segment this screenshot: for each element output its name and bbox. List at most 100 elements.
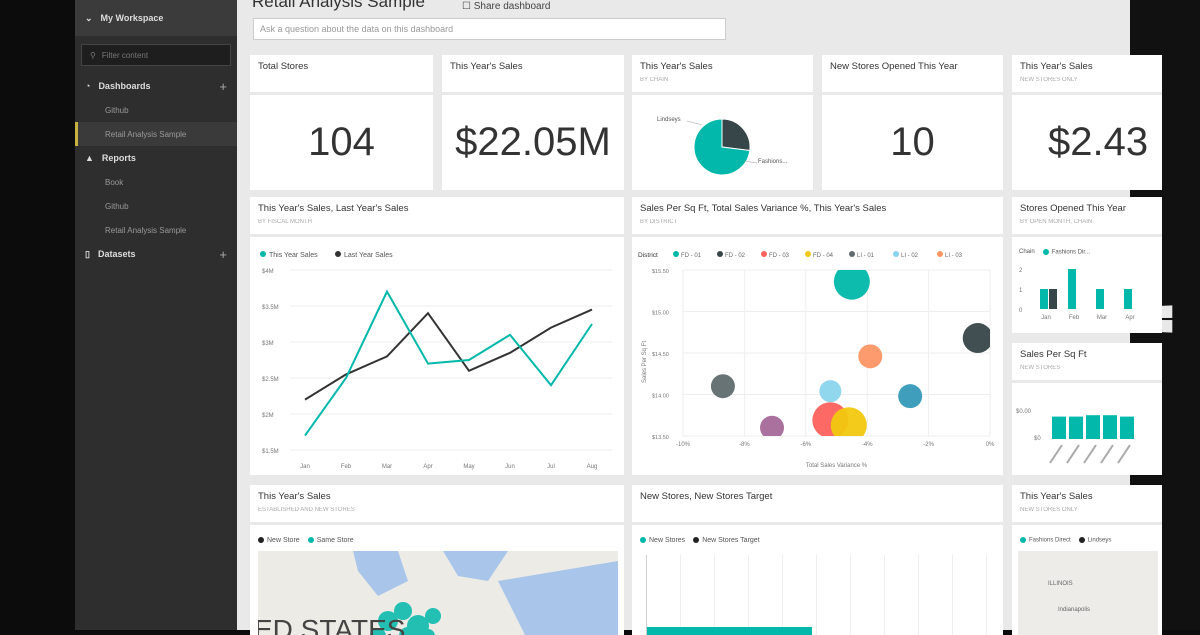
add-dataset-icon[interactable]: + xyxy=(219,246,227,262)
tile-stores-opened[interactable]: Stores Opened This Year BY OPEN MONTH, CH… xyxy=(1012,197,1162,333)
tile-title: This Year's Sales xyxy=(640,61,713,72)
kpi-value: $2.43 xyxy=(1048,120,1149,164)
tile-scatter-chart[interactable]: Sales Per Sq Ft, Total Sales Variance %,… xyxy=(632,197,1003,475)
dashboard-icon: ◔ xyxy=(85,81,91,91)
x-tick-label xyxy=(1117,444,1131,464)
sidebar-item-retail-report[interactable]: Retail Analysis Sample xyxy=(105,225,187,235)
tile-new-stores-sales[interactable]: This Year's Sales NEW STORES ONLY $2.43 xyxy=(1012,55,1162,190)
bar xyxy=(1086,415,1100,439)
tile-title: Sales Per Sq Ft, Total Sales Variance %,… xyxy=(640,203,887,214)
tile-sales-map[interactable]: This Year's Sales ESTABLISHED AND NEW STO… xyxy=(250,485,624,635)
y-tick-label: $1.5M xyxy=(262,449,279,455)
y-tick-label: $14.00 xyxy=(652,394,669,400)
bar xyxy=(1069,416,1083,439)
us-map[interactable]: ED STATES xyxy=(258,551,618,635)
x-tick-label xyxy=(1083,444,1097,464)
sidebar-item-github-report[interactable]: Github xyxy=(105,201,129,211)
filter-placeholder: Filter content xyxy=(101,50,149,60)
legend-label: FD - 01 xyxy=(681,253,702,259)
kpi-value: 10 xyxy=(890,120,935,164)
sidebar-item-book[interactable]: Book xyxy=(105,177,124,187)
y-tick-label: $0 xyxy=(1034,436,1041,442)
legend-marker xyxy=(805,251,811,257)
legend-marker xyxy=(335,251,341,257)
legend-label: LI - 03 xyxy=(945,253,963,259)
legend-label: This Year Sales xyxy=(269,252,318,259)
bubbles xyxy=(710,270,990,436)
legend-new-stores: New Stores xyxy=(640,537,685,544)
sidebar-item-github-dashboard[interactable]: Github xyxy=(105,105,129,115)
page-title: Retail Analysis Sample xyxy=(252,0,425,11)
pie-label-fashions: Fashions... xyxy=(758,159,788,165)
y-tick-label: $14.50 xyxy=(652,352,669,358)
reports-label: Reports xyxy=(101,153,136,163)
tile-new-stores-map[interactable]: This Year's Sales NEW STORES ONLY Fashion… xyxy=(1012,485,1162,635)
legend-marker xyxy=(260,251,266,257)
tile-new-stores[interactable]: New Stores Opened This Year 10 xyxy=(822,55,1003,190)
legend-label: FD - 03 xyxy=(769,253,790,259)
my-workspace-header[interactable]: ⌄ My Workspace xyxy=(75,0,237,36)
tile-title: Stores Opened This Year xyxy=(1020,203,1126,214)
x-tick-label xyxy=(1049,444,1063,464)
legend-marker xyxy=(673,251,679,257)
chevron-down-icon: ⌄ xyxy=(85,12,93,23)
tile-line-chart[interactable]: This Year's Sales, Last Year's Sales BY F… xyxy=(250,197,624,475)
pie-slice-fashions-direct xyxy=(693,118,751,176)
dataset-icon: ▯ xyxy=(85,248,90,259)
tile-subtitle: NEW STORES ONLY xyxy=(1020,77,1078,83)
bar-jan xyxy=(1049,289,1057,309)
legend-target: New Stores Target xyxy=(693,537,760,544)
tile-title: New Stores Opened This Year xyxy=(830,61,958,72)
series-line-this-year-sales xyxy=(304,289,593,437)
sidebar-reports[interactable]: ▲ Reports xyxy=(75,146,237,170)
qa-input[interactable]: Ask a question about the data on this da… xyxy=(253,18,726,40)
tile-total-stores[interactable]: Total Stores 104 xyxy=(250,55,433,190)
tile-sales-by-chain[interactable]: This Year's Sales BY CHAIN Lindseys Fashi… xyxy=(632,55,813,190)
search-icon: ⚲ xyxy=(90,50,96,60)
x-tick-label: Feb xyxy=(341,464,352,470)
y-tick-label: $3.5M xyxy=(262,305,279,311)
x-tick-label: May xyxy=(463,464,474,470)
bubble xyxy=(962,323,990,354)
tile-title: This Year's Sales xyxy=(450,61,523,72)
y-axis-title: Sales Per Sq Ft xyxy=(642,341,648,383)
sidebar-dashboards[interactable]: ◔ Dashboards + xyxy=(75,74,237,98)
share-dashboard-button[interactable]: ☐ Share dashboard xyxy=(462,1,550,13)
bubble xyxy=(898,384,923,409)
kpi-value: 104 xyxy=(308,120,375,164)
report-icon: ▲ xyxy=(85,153,94,163)
x-tick-label: -10% xyxy=(676,442,691,448)
legend-label: Last Year Sales xyxy=(344,252,393,259)
tile-sales-per-sqft[interactable]: Sales Per Sq Ft NEW STORES $0.00 $0 xyxy=(1012,343,1162,475)
sidebar-item-retail-dashboard[interactable]: Retail Analysis Sample xyxy=(75,122,237,146)
legend-marker xyxy=(893,251,899,257)
pie-slice-lindseys xyxy=(721,118,751,152)
filter-content-input[interactable]: ⚲ Filter content xyxy=(81,44,231,66)
tile-new-stores-target[interactable]: New Stores, New Stores Target New Stores… xyxy=(632,485,1003,635)
x-tick-label: -8% xyxy=(739,442,750,448)
bar xyxy=(1120,416,1134,439)
bubble xyxy=(833,270,870,300)
x-tick-label xyxy=(1100,444,1114,464)
share-label: Share dashboard xyxy=(473,1,551,12)
legend-marker xyxy=(849,251,855,257)
tile-this-years-sales[interactable]: This Year's Sales $22.05M xyxy=(442,55,624,190)
x-tick-label: Jan xyxy=(1041,315,1051,321)
x-tick-label: Mar xyxy=(1097,315,1107,321)
y-tick-label: 1 xyxy=(1019,288,1023,294)
x-tick-label: -2% xyxy=(923,442,934,448)
add-dashboard-icon[interactable]: + xyxy=(219,78,227,94)
tile-subtitle: BY OPEN MONTH, CHAIN xyxy=(1020,219,1093,225)
bubble xyxy=(830,407,867,436)
state-map[interactable]: ILLINOIS Indianapolis xyxy=(1018,551,1158,635)
tile-title: This Year's Sales xyxy=(258,491,331,502)
tile-subtitle: BY FISCAL MONTH xyxy=(258,219,313,225)
bar xyxy=(1052,416,1066,439)
legend-title: District xyxy=(638,252,658,259)
x-axis-title: Total Sales Variance % xyxy=(806,463,868,469)
legend-label: FD - 04 xyxy=(813,253,834,259)
bubble xyxy=(858,344,883,369)
legend-new-store: New Store xyxy=(258,537,300,544)
legend-fashions: Fashions Direct xyxy=(1020,537,1071,544)
sidebar-datasets[interactable]: ▯ Datasets + xyxy=(75,242,237,266)
